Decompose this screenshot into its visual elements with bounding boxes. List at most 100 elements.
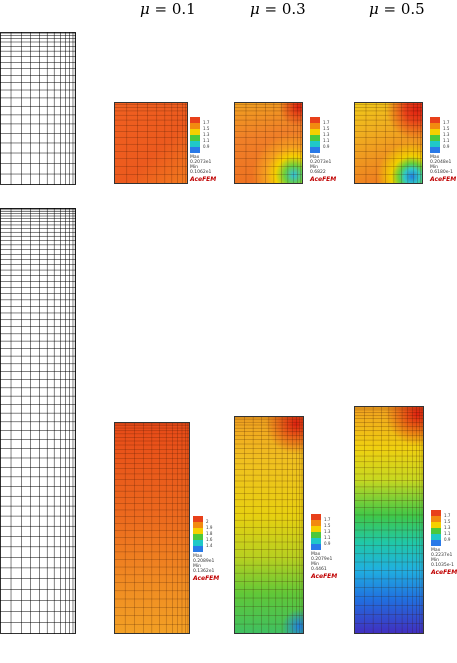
legend-swatch — [193, 528, 203, 534]
header-mu-0-5: μ = 0.5 — [369, 0, 425, 18]
mesh-border — [0, 32, 76, 185]
legend-value: 0.2089e1 — [193, 559, 215, 564]
legend-tick-label: 1.5 — [443, 126, 450, 131]
legend-swatch — [190, 135, 200, 141]
legend-tick-label: 1.7 — [324, 517, 331, 522]
legend-tick-label: 1.3 — [444, 525, 451, 530]
legend-value: 0.1062e1 — [190, 170, 212, 175]
legend-swatch — [310, 141, 320, 147]
acefem-logo: AceFEM — [190, 176, 217, 183]
legend-swatch — [431, 510, 441, 516]
legend-tick-label: 2 — [206, 519, 209, 524]
legend-swatch — [193, 522, 203, 528]
legend-tick-label: 1.1 — [444, 531, 451, 536]
legend-swatch — [430, 123, 440, 129]
legend-tick-label: 1.1 — [203, 138, 210, 143]
legend-caption: Max — [311, 552, 321, 557]
header-mu-0-1: μ = 0.1 — [140, 0, 196, 18]
acefem-logo: AceFEM — [310, 176, 337, 183]
acefem-logo: AceFEM — [430, 176, 457, 183]
legend-tick-label: 1.3 — [443, 132, 450, 137]
legend-tick-label: 0.9 — [443, 144, 450, 149]
legend-swatch — [311, 538, 321, 544]
legend-value: 0.1035e-1 — [431, 563, 455, 568]
contour-mesh-overlay — [235, 103, 302, 183]
legend-swatch — [193, 540, 203, 546]
legend-swatch — [190, 117, 200, 123]
legend-swatch — [311, 520, 321, 526]
legend-caption: Max — [193, 554, 203, 559]
legend-swatch — [311, 532, 321, 538]
legend-value: 0.1362e1 — [193, 569, 215, 574]
contour-mesh-overlay — [235, 417, 303, 633]
legend-tick-label: 1.8 — [206, 531, 213, 536]
legend-caption: Max — [431, 548, 441, 553]
legend-tick-label: 1.5 — [323, 126, 330, 131]
legend-swatch — [311, 544, 321, 550]
contour-mesh-overlay — [355, 103, 422, 183]
legend-caption: Min — [190, 165, 198, 170]
legend-tick-label: 0.9 — [324, 541, 331, 546]
mesh-top — [0, 32, 76, 185]
legend-swatch — [190, 141, 200, 147]
legend-tick-label: 1.3 — [203, 132, 210, 137]
legend-swatch — [311, 514, 321, 520]
legend-swatch — [310, 135, 320, 141]
contour-mesh-overlay — [355, 407, 423, 633]
legend-swatch — [310, 129, 320, 135]
contour-plot-top-mu-0-3 — [234, 102, 303, 184]
legend-swatch — [193, 534, 203, 540]
legend-swatch — [430, 147, 440, 153]
legend-swatch — [311, 526, 321, 532]
legend-swatch — [193, 546, 203, 552]
contour-plot-top-mu-0-1 — [114, 102, 188, 184]
legend-caption: Min — [193, 564, 201, 569]
legend-tick-label: 1.7 — [444, 513, 451, 518]
legend-tick-label: 1.6 — [206, 537, 213, 542]
legend-caption: Min — [310, 165, 318, 170]
legend-caption: Max — [190, 155, 200, 160]
legend-caption: Max — [430, 155, 440, 160]
contour-mesh-overlay — [115, 423, 189, 633]
legend-value: 0.2073e1 — [310, 160, 332, 165]
legend-swatch — [431, 516, 441, 522]
legend-value: 0.6822 — [310, 170, 326, 175]
legend-tick-label: 1.1 — [323, 138, 330, 143]
contour-plot-bottom-mu-0-1 — [114, 422, 190, 634]
legend-value: 0.6180e-1 — [430, 170, 454, 175]
legend-swatch — [310, 123, 320, 129]
legend-tick-label: 0.9 — [444, 537, 451, 542]
legend-value: 0.2237e1 — [431, 553, 453, 558]
legend-swatch — [190, 147, 200, 153]
legend-tick-label: 0.9 — [203, 144, 210, 149]
legend-caption: Min — [311, 562, 319, 567]
legend-tick-label: 1.7 — [203, 120, 210, 125]
legend-value: 0.2079e1 — [311, 557, 333, 562]
legend-tick-label: 1.7 — [443, 120, 450, 125]
legend-tick-label: 1.3 — [324, 529, 331, 534]
legend-tick-label: 1.7 — [323, 120, 330, 125]
legend-swatch — [190, 123, 200, 129]
legend-caption: Min — [430, 165, 438, 170]
legend-swatch — [431, 540, 441, 546]
legend-swatch — [310, 117, 320, 123]
legend-tick-label: 1.9 — [206, 525, 213, 530]
legend-tick-label: 1.1 — [324, 535, 331, 540]
legend-value: 0.4461 — [311, 567, 327, 572]
legend-caption: Max — [310, 155, 320, 160]
mesh-bottom — [0, 208, 76, 634]
contour-plot-bottom-mu-0-5 — [354, 406, 424, 634]
legend-swatch — [430, 141, 440, 147]
legend-swatch — [431, 534, 441, 540]
acefem-logo: AceFEM — [311, 573, 338, 580]
legend-swatch — [431, 528, 441, 534]
header-mu-0-3: μ = 0.3 — [250, 0, 306, 18]
legend-tick-label: 1.3 — [323, 132, 330, 137]
contour-mesh-overlay — [115, 103, 187, 183]
legend-tick-label: 0.9 — [323, 144, 330, 149]
legend-swatch — [430, 129, 440, 135]
mesh-border — [0, 208, 76, 634]
legend-tick-label: 1.5 — [203, 126, 210, 131]
legend-swatch — [310, 147, 320, 153]
legend-caption: Min — [431, 558, 439, 563]
